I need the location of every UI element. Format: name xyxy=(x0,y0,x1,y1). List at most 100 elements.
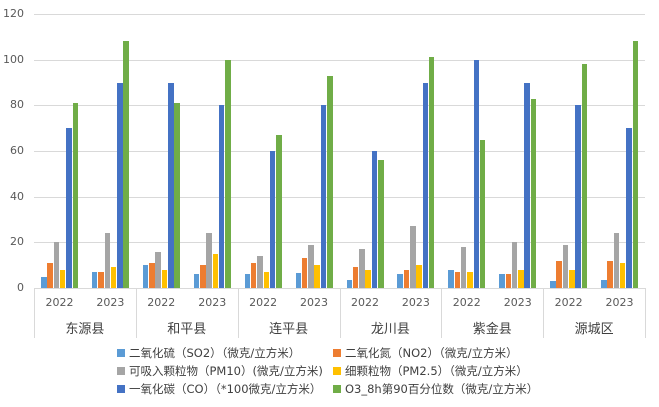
x-tick-year: 2022 xyxy=(147,296,176,309)
bar xyxy=(524,82,530,288)
bar xyxy=(149,262,155,288)
x-tick-year: 2022 xyxy=(249,296,278,309)
y-tick-label: 80 xyxy=(10,98,24,111)
bar xyxy=(378,160,384,288)
legend-swatch-icon xyxy=(117,385,125,393)
bar xyxy=(244,274,251,288)
legend-label: 一氧化碳（CO）（*100微克/立方米） xyxy=(129,382,322,396)
bar xyxy=(110,267,117,288)
y-tick-label: 100 xyxy=(3,53,24,66)
bar xyxy=(448,269,454,288)
bar xyxy=(72,103,78,288)
legend-swatch-icon xyxy=(117,349,125,357)
gridline xyxy=(34,242,645,243)
bar xyxy=(47,262,53,288)
legend-item: 可吸入颗粒物（PM10）(微克/立方米) xyxy=(117,363,323,379)
x-tick-year: 2023 xyxy=(503,296,532,309)
bar xyxy=(117,82,123,288)
bar xyxy=(505,274,511,288)
bar xyxy=(193,274,200,288)
bar xyxy=(619,262,626,288)
bar xyxy=(174,103,180,288)
legend-swatch-icon xyxy=(333,385,341,393)
bar xyxy=(53,242,60,288)
bar xyxy=(613,233,620,288)
bar xyxy=(200,265,206,288)
x-group-label: 紫金县 xyxy=(472,322,512,337)
bar xyxy=(263,272,269,288)
legend-item: O3_8h第90百分位数（微克/立方米） xyxy=(333,381,538,397)
bar xyxy=(257,256,263,288)
legend-swatch-icon xyxy=(117,367,125,375)
bar xyxy=(269,151,276,288)
bar xyxy=(104,233,110,288)
bar xyxy=(155,251,161,288)
bar xyxy=(98,272,104,288)
x-group-label: 源城区 xyxy=(574,322,614,337)
gridline xyxy=(34,14,645,15)
gridline xyxy=(34,151,645,152)
bar xyxy=(359,249,365,288)
legend-label: 细颗粒物（PM2.5）（微克/立方米） xyxy=(345,364,528,378)
bar xyxy=(142,265,149,288)
y-tick-label: 120 xyxy=(3,7,24,20)
x-group-label: 连平县 xyxy=(269,322,309,337)
bar xyxy=(479,139,486,288)
bar xyxy=(601,280,607,288)
axis-separator xyxy=(441,288,442,338)
bar xyxy=(225,59,231,288)
bar xyxy=(473,59,479,288)
bar xyxy=(320,105,327,288)
bar xyxy=(295,273,301,288)
axis-separator xyxy=(238,288,239,338)
gridline xyxy=(34,60,645,61)
bar xyxy=(428,57,435,288)
bar xyxy=(569,269,575,288)
bar xyxy=(59,269,66,288)
bar xyxy=(371,151,378,288)
axis-separator xyxy=(136,288,137,338)
x-tick-year: 2022 xyxy=(452,296,481,309)
bar xyxy=(161,269,168,288)
bar xyxy=(581,64,588,288)
bar xyxy=(352,267,359,288)
bar xyxy=(530,98,537,288)
legend-swatch-icon xyxy=(333,349,341,357)
axis-separator xyxy=(340,288,341,338)
bar xyxy=(168,82,174,288)
legend-item: 二氧化硫（SO2）（微克/立方米） xyxy=(117,345,300,361)
bar xyxy=(365,269,371,288)
x-tick-year: 2023 xyxy=(300,296,329,309)
x-tick-year: 2023 xyxy=(96,296,125,309)
x-tick-year: 2022 xyxy=(45,296,74,309)
bar xyxy=(308,244,314,288)
legend-label: O3_8h第90百分位数（微克/立方米） xyxy=(345,382,539,396)
axis-separator xyxy=(34,288,35,338)
axis-separator xyxy=(645,288,646,338)
y-tick-label: 20 xyxy=(10,235,24,248)
bar xyxy=(416,265,422,288)
bar xyxy=(410,226,416,288)
bar xyxy=(346,280,352,288)
x-tick-year: 2022 xyxy=(554,296,583,309)
bar xyxy=(499,274,505,288)
bar xyxy=(206,233,212,288)
x-group-label: 东源县 xyxy=(65,322,105,337)
bar xyxy=(41,276,47,288)
legend-label: 二氧化氮（NO2）（微克/立方米） xyxy=(345,346,518,360)
legend-item: 一氧化碳（CO）（*100微克/立方米） xyxy=(117,381,321,397)
bar xyxy=(91,272,98,288)
x-tick-year: 2023 xyxy=(198,296,227,309)
bar xyxy=(422,82,429,288)
bar xyxy=(314,265,320,288)
bar xyxy=(550,281,556,288)
bar xyxy=(212,253,219,289)
x-tick-year: 2023 xyxy=(401,296,430,309)
bar xyxy=(518,269,524,288)
y-tick-label: 60 xyxy=(10,144,24,157)
legend-item: 二氧化氮（NO2）（微克/立方米） xyxy=(333,345,518,361)
axis-separator xyxy=(543,288,544,338)
x-group-label: 和平县 xyxy=(167,322,207,337)
bar xyxy=(218,105,225,288)
